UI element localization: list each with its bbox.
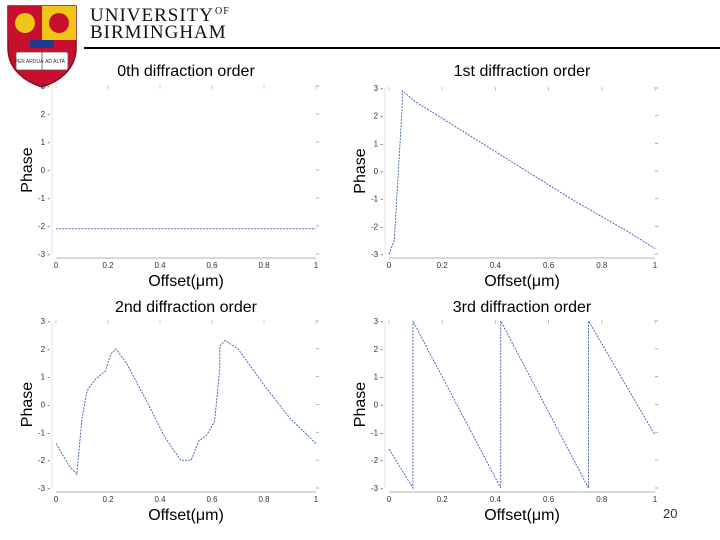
x-tick-label: 0.2	[437, 261, 449, 270]
y-axis-label: Phase	[352, 148, 369, 193]
y-tick-label: 0 -	[41, 401, 51, 410]
university-crest: PER ARDUA AD ALTA	[4, 2, 80, 88]
crest-motto-left: PER ARDUA	[15, 59, 45, 65]
crest-band	[30, 40, 54, 48]
chart-1st-order: 1st diffraction order 3 - 2 - 1 - 0 - -1 - -2 …	[352, 63, 658, 290]
y-axis-label: Phase	[19, 382, 36, 427]
y-tick-label: 3 -	[374, 84, 384, 93]
x-tick-label: 1	[314, 261, 319, 270]
x-axis-label: Offset(μm)	[484, 273, 560, 290]
y-tick-label: 0 -	[374, 167, 384, 176]
chart-title: 2nd diffraction order	[115, 299, 258, 316]
x-tick-label: 0.8	[258, 495, 270, 504]
y-tick-label: -1 -	[38, 194, 50, 203]
x-tick-label: 1	[653, 261, 658, 270]
x-tick-label: 0.8	[596, 261, 608, 270]
x-tick-label: 0.8	[258, 261, 270, 270]
lion-icon	[49, 13, 69, 33]
x-tick-label: 0.2	[102, 261, 114, 270]
x-tick-label: 0	[54, 495, 59, 504]
x-axis-label: Offset(μm)	[484, 507, 560, 524]
y-tick-label: -1 -	[371, 195, 383, 204]
x-tick-label: 0.6	[206, 261, 218, 270]
y-tick-label: 3 -	[41, 317, 51, 326]
x-tick-label: 0.4	[490, 495, 502, 504]
y-tick-label: 3 -	[374, 317, 384, 326]
x-tick-label: 0.2	[437, 495, 449, 504]
y-tick-label: -1 -	[371, 428, 383, 437]
series-line-phase	[388, 319, 656, 490]
y-tick-label: -1 -	[38, 428, 50, 437]
chart-title: 3rd diffraction order	[453, 299, 592, 316]
y-tick-label: 2 -	[41, 110, 51, 119]
y-tick-label: -2 -	[371, 456, 383, 465]
university-name-line1: UNIVERSITYOF	[90, 5, 230, 26]
y-tick-label: -2 -	[371, 222, 383, 231]
crest-motto-right: AD ALTA	[45, 59, 65, 65]
series-line-phase	[55, 339, 317, 476]
y-tick-label: 1 -	[41, 138, 51, 147]
lion-icon	[15, 13, 35, 33]
y-axis-label: Phase	[352, 382, 369, 427]
x-tick-label: 0.2	[102, 495, 114, 504]
x-tick-label: 0.4	[154, 261, 166, 270]
y-tick-label: -2 -	[38, 456, 50, 465]
x-tick-label: 1	[653, 495, 658, 504]
x-tick-label: 0.8	[596, 495, 608, 504]
x-tick-label: 0.6	[543, 261, 555, 270]
y-tick-label: 2 -	[41, 345, 51, 354]
university-name-line2: BIRMINGHAM	[90, 22, 227, 43]
series-line-phase	[388, 89, 656, 255]
y-tick-label: 3 -	[41, 82, 51, 91]
y-tick-label: -3 -	[38, 250, 50, 259]
y-tick-label: -3 -	[371, 250, 383, 259]
x-tick-label: 0	[387, 495, 392, 504]
y-tick-label: 1 -	[374, 139, 384, 148]
x-axis-label: Offset(μm)	[148, 507, 224, 524]
y-tick-label: -3 -	[371, 484, 383, 493]
y-tick-label: 0 -	[41, 166, 51, 175]
y-tick-label: 2 -	[374, 345, 384, 354]
x-tick-label: 1	[314, 495, 319, 504]
x-tick-label: 0.4	[154, 495, 166, 504]
x-tick-label: 0.4	[490, 261, 502, 270]
y-tick-label: -2 -	[38, 222, 50, 231]
x-axis-label: Offset(μm)	[148, 273, 224, 290]
x-tick-label: 0	[54, 261, 59, 270]
chart-title: 1st diffraction order	[454, 63, 591, 80]
y-tick-label: 1 -	[374, 373, 384, 382]
header-divider	[84, 47, 720, 49]
x-tick-label: 0	[387, 261, 392, 270]
x-tick-label: 0.6	[206, 495, 218, 504]
chart-title: 0th diffraction order	[117, 63, 255, 80]
chart-0th-order: 0th diffraction order 3 - 2 - 1 - 0 - -1 - -2 …	[19, 63, 319, 290]
x-tick-label: 0.6	[543, 495, 555, 504]
chart-2nd-order: 2nd diffraction order 3 - 2 - 1 - 0 - -1 - -2 …	[19, 299, 319, 524]
y-tick-label: 1 -	[41, 373, 51, 382]
y-tick-label: 2 -	[374, 112, 384, 121]
chart-3rd-order: 3rd diffraction order 3 - 2 - 1 - 0 - -1 - -2 …	[352, 299, 658, 524]
y-tick-label: -3 -	[38, 484, 50, 493]
slide-number: 20	[663, 506, 678, 521]
y-axis-label: Phase	[19, 147, 36, 192]
y-tick-label: 0 -	[374, 401, 384, 410]
